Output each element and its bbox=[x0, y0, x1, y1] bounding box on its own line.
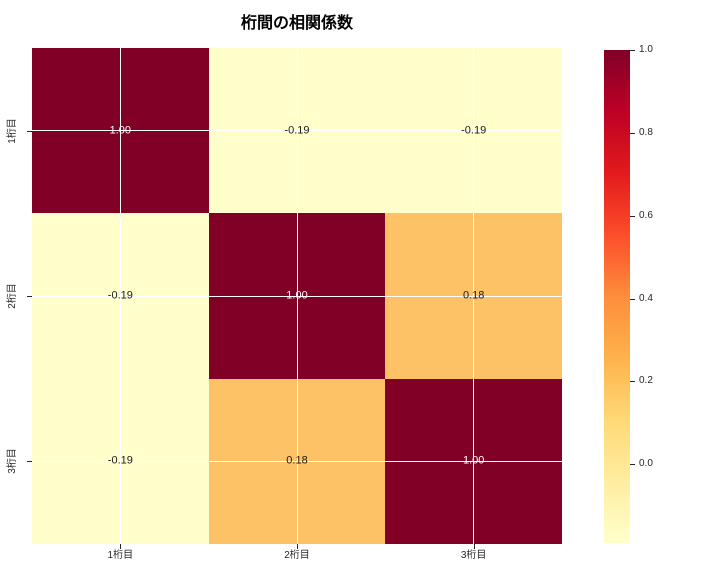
colorbar-tick-label: 0.8 bbox=[639, 126, 653, 138]
cell-value: 1.00 bbox=[109, 124, 132, 137]
colorbar-tick-label: 0.4 bbox=[639, 292, 653, 304]
gridline-horizontal bbox=[32, 460, 562, 462]
colorbar-tick-mark bbox=[630, 50, 635, 51]
colorbar bbox=[604, 50, 630, 543]
colorbar-tick-label: 0.6 bbox=[639, 209, 653, 221]
x-tick-mark bbox=[120, 544, 122, 549]
colorbar-tick-mark bbox=[630, 464, 635, 466]
x-tick-label: 1桁目 bbox=[107, 550, 134, 561]
cell-value: 0.18 bbox=[286, 454, 308, 467]
colorbar-tick-mark bbox=[630, 215, 635, 217]
cell-value: 1.00 bbox=[286, 289, 308, 302]
cell-value: 0.18 bbox=[462, 289, 485, 302]
colorbar-tick-label: 1.0 bbox=[639, 44, 653, 55]
chart-title: 桁間の相関係数 bbox=[240, 15, 353, 32]
y-tick-mark bbox=[27, 130, 32, 132]
y-tick-mark bbox=[27, 461, 32, 463]
y-tick-label: 2桁目 bbox=[7, 283, 18, 309]
colorbar-tick-label: 0.0 bbox=[639, 458, 653, 470]
cell-value: -0.19 bbox=[107, 454, 133, 467]
cell-value: -0.19 bbox=[461, 124, 487, 137]
cell-value: -0.19 bbox=[284, 124, 310, 137]
y-tick-label: 3桁目 bbox=[7, 448, 18, 475]
cell-value: -0.19 bbox=[107, 289, 133, 302]
colorbar-tick-mark bbox=[630, 381, 635, 383]
x-tick-mark bbox=[297, 544, 298, 549]
x-tick-mark bbox=[473, 544, 475, 549]
colorbar-tick-mark bbox=[630, 132, 635, 134]
y-tick-mark bbox=[27, 296, 32, 297]
x-tick-label: 3桁目 bbox=[460, 550, 487, 561]
x-tick-label: 2桁目 bbox=[284, 550, 310, 561]
colorbar-tick-mark bbox=[630, 298, 635, 300]
gridline-vertical bbox=[473, 48, 475, 544]
y-tick-label: 1桁目 bbox=[7, 117, 18, 144]
gridline-horizontal bbox=[32, 295, 562, 297]
cell-value: 1.00 bbox=[462, 454, 485, 467]
colorbar-tick-label: 0.2 bbox=[639, 375, 653, 387]
heatmap-plot: 1.00 -0.19 -0.19 -0.19 1.00 0.18 -0.19 0.18 1.00 bbox=[32, 48, 562, 544]
